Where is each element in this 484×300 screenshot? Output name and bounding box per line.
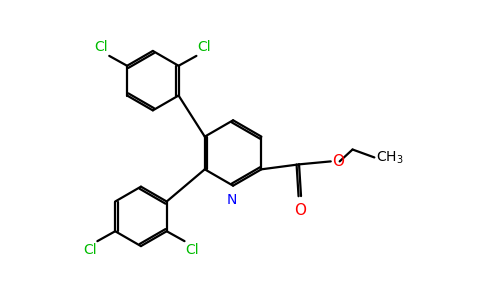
Text: Cl: Cl [197, 40, 211, 54]
Text: Cl: Cl [83, 243, 96, 257]
Text: O: O [332, 154, 344, 169]
Text: Cl: Cl [95, 40, 108, 54]
Text: CH$_3$: CH$_3$ [377, 149, 404, 166]
Text: Cl: Cl [185, 243, 199, 257]
Text: O: O [294, 203, 306, 218]
Text: N: N [227, 193, 237, 207]
